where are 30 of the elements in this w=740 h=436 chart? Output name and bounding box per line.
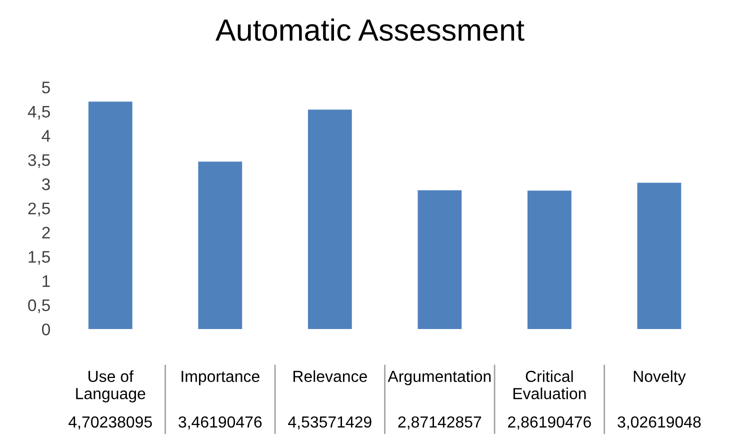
bar: [527, 190, 572, 330]
y-tick-label: 5: [42, 82, 50, 94]
x-tick-label: Novelty: [634, 370, 686, 386]
bar: [418, 190, 462, 330]
y-tick-label: 2: [42, 226, 50, 238]
bar: [637, 182, 682, 330]
y-tick-label: 0: [42, 324, 50, 336]
y-tick-label: 2,5: [28, 202, 50, 216]
data-label: 2,86190476: [508, 416, 591, 430]
bar: [88, 102, 132, 330]
y-tick-label: 1,5: [28, 251, 50, 265]
x-tick-label: Critical Evaluation: [513, 370, 586, 400]
data-label: 4,70238095: [68, 416, 152, 430]
data-label: 3,46190476: [178, 416, 262, 430]
y-tick-label: 1: [42, 275, 50, 287]
chart-title: Automatic Assessment: [216, 18, 524, 41]
y-tick-label: 3: [42, 178, 50, 190]
x-tick-label: Argumentation: [388, 370, 491, 386]
y-tick-label: 0,5: [28, 299, 50, 314]
y-tick-label: 3,5: [28, 154, 50, 168]
bar: [198, 162, 242, 330]
x-tick-label: Relevance: [293, 370, 367, 382]
bar: [308, 110, 352, 330]
data-label: 4,53571429: [288, 416, 372, 430]
x-tick-label: Use of Language: [76, 370, 146, 402]
x-tick-label: Importance: [182, 370, 260, 386]
data-label: 3,02619048: [618, 416, 701, 430]
y-tick-label: 4: [42, 130, 50, 142]
y-tick-label: 4,5: [28, 106, 50, 120]
data-label: 2,87142857: [398, 416, 482, 430]
